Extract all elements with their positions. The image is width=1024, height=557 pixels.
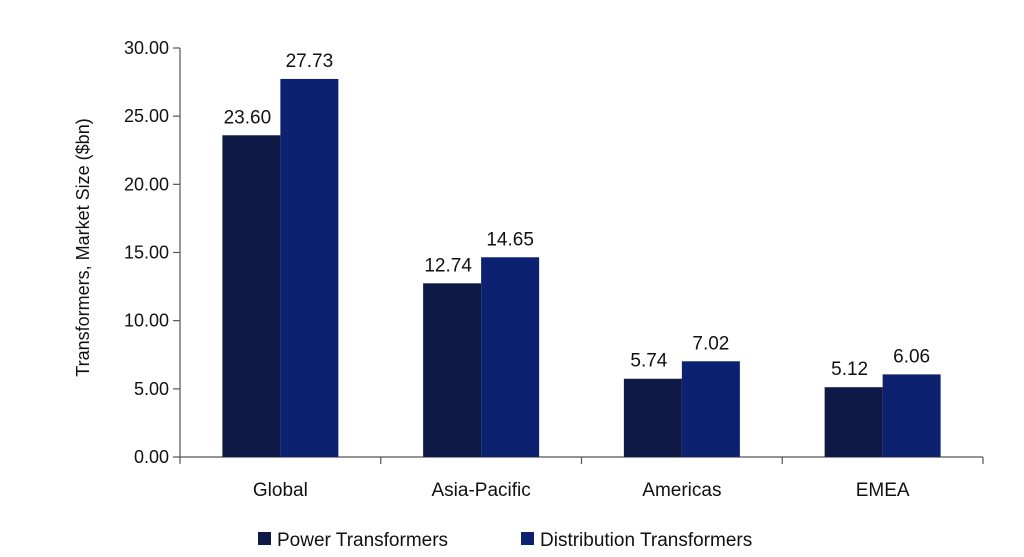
data-label: 12.74 xyxy=(424,255,472,276)
bar-power-global xyxy=(222,135,281,457)
y-tick-label: 30.00 xyxy=(124,38,169,58)
y-tick-label: 20.00 xyxy=(124,174,169,194)
legend: Power Transformers Distribution Transform… xyxy=(258,530,752,551)
bar-distribution-asia-pacific xyxy=(481,257,540,457)
data-label: 23.60 xyxy=(224,107,272,128)
bar-distribution-global xyxy=(280,78,339,458)
y-tick-label: 0.00 xyxy=(134,447,169,467)
bars xyxy=(222,78,941,458)
y-tick-label: 5.00 xyxy=(134,379,169,399)
y-axis-title-group: Transformers, Market Size ($bn) xyxy=(73,118,93,376)
data-label: 27.73 xyxy=(286,51,334,72)
legend-swatch xyxy=(258,532,271,545)
bar-power-emea xyxy=(824,387,883,457)
data-label: 7.02 xyxy=(692,333,729,354)
bar-power-asia-pacific xyxy=(423,283,482,457)
bar-power-americas xyxy=(623,378,682,457)
y-tick-label: 15.00 xyxy=(124,243,169,263)
y-tick-label: 25.00 xyxy=(124,106,169,126)
category-labels: Global Asia-Pacific Americas EMEA xyxy=(253,480,910,501)
legend-label: Power Transformers xyxy=(277,530,448,551)
category-label: EMEA xyxy=(856,480,910,501)
category-label: Americas xyxy=(642,480,721,501)
y-axis-title: Transformers, Market Size ($bn) xyxy=(73,118,93,376)
category-label: Asia-Pacific xyxy=(432,480,531,501)
data-label: 5.74 xyxy=(630,351,667,372)
bar-distribution-americas xyxy=(681,361,740,457)
y-axis-ticks: 0.00 5.00 10.00 15.00 20.00 25.00 30.00 xyxy=(124,38,180,467)
data-label: 6.06 xyxy=(893,346,930,367)
data-label: 14.65 xyxy=(486,229,534,250)
data-labels: 23.60 27.73 12.74 14.65 5.74 7.02 5.12 6.06 xyxy=(224,51,931,380)
legend-label: Distribution Transformers xyxy=(540,530,752,551)
y-tick-label: 10.00 xyxy=(124,311,169,331)
data-label: 5.12 xyxy=(831,359,868,380)
bar-distribution-emea xyxy=(882,374,941,457)
legend-swatch xyxy=(521,532,534,545)
category-label: Global xyxy=(253,480,308,501)
